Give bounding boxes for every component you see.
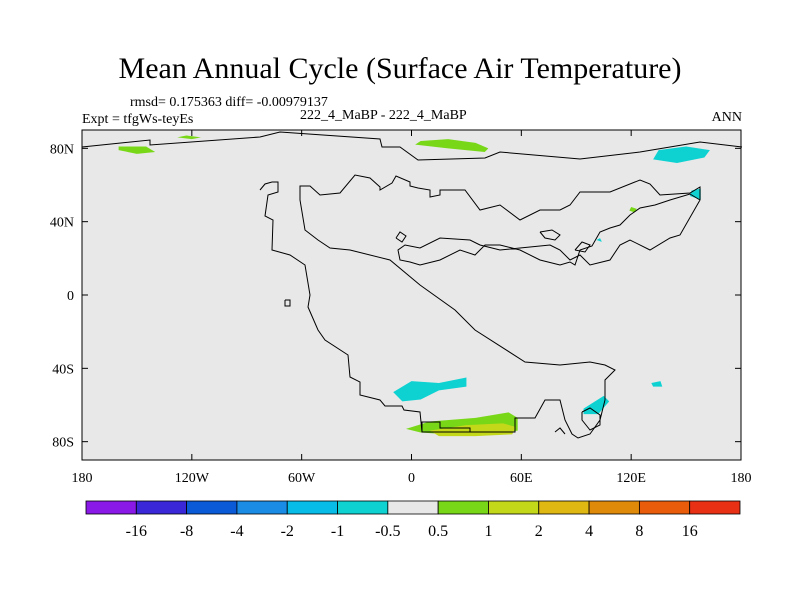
y-tick-label: 0 [67, 289, 74, 304]
colorbar-label: -4 [230, 523, 243, 540]
colorbar-label: 0.5 [428, 523, 448, 540]
colorbar-swatch [135, 500, 188, 515]
anomaly-region-india-dot [596, 238, 602, 242]
chart-title: Mean Annual Cycle (Surface Air Temperatu… [118, 52, 682, 85]
case-label: 222_4_MaBP - 222_4_MaBP [300, 108, 467, 123]
x-tick-label: 60W [288, 471, 316, 486]
x-tick-label: 180 [731, 471, 752, 486]
x-tick-label: 120W [175, 471, 210, 486]
y-axis: 80N 40N 0 40S 80S [50, 142, 741, 451]
y-tick-label: 80N [50, 142, 74, 157]
y-tick-label: 40N [50, 216, 74, 231]
x-tick-label: 0 [408, 471, 415, 486]
colorbar-swatch [488, 500, 540, 515]
colorbar-swatch [437, 500, 489, 515]
colorbar-swatch [337, 500, 389, 515]
colorbar-label: 2 [535, 523, 543, 540]
y-tick-label: 80S [52, 436, 74, 451]
anomaly-region-south-east-teal [583, 395, 610, 415]
x-tick-label: 120E [616, 471, 646, 486]
colorbar-label: 4 [585, 523, 593, 540]
anomaly-regions [118, 135, 710, 437]
colorbar-label: 8 [635, 523, 643, 540]
anomaly-region-arctic-central [415, 139, 489, 152]
colorbar-swatch [236, 500, 288, 515]
colorbar-label: 1 [484, 523, 492, 540]
season-label: ANN [711, 110, 742, 125]
anomaly-region-arctic-west [118, 146, 156, 154]
colorbar-swatch [689, 500, 741, 515]
colorbar-label: -1 [331, 523, 344, 540]
coastline [81, 131, 743, 439]
plot-background [82, 130, 741, 460]
colorbar-label: -8 [180, 523, 193, 540]
colorbar-label: 16 [682, 523, 698, 540]
colorbar-swatch [588, 500, 640, 515]
colorbar-swatch [286, 500, 338, 515]
stats-label: rmsd= 0.175363 diff= -0.00979137 [130, 95, 328, 110]
colorbar-swatch [538, 500, 590, 515]
colorbar-swatch [85, 500, 137, 515]
colorbar-label: -0.5 [375, 523, 400, 540]
anomaly-region-south-atlantic-teal [393, 377, 467, 402]
colorbar-swatch [387, 500, 439, 515]
x-tick-label: 180 [72, 471, 93, 486]
x-tick-label: 60E [510, 471, 533, 486]
colorbar-swatch [186, 500, 238, 515]
colorbar: -16 -8 -4 -2 -1 -0.5 0.5 1 2 4 8 16 [85, 500, 741, 540]
colorbar-swatch [638, 500, 691, 515]
x-axis: 180 120W 60W 0 60E 120E 180 [72, 130, 752, 486]
experiment-label: Expt = tfgWs-teyEs [82, 112, 194, 127]
anomaly-region-south-yellow [429, 423, 516, 437]
anomaly-region-arctic-east [653, 146, 710, 163]
anomaly-region-arctic-small [177, 135, 201, 140]
colorbar-label: -2 [281, 523, 294, 540]
y-tick-label: 40S [52, 362, 74, 377]
colorbar-label: -16 [126, 523, 147, 540]
anomaly-region-south-east-dot [651, 381, 663, 387]
